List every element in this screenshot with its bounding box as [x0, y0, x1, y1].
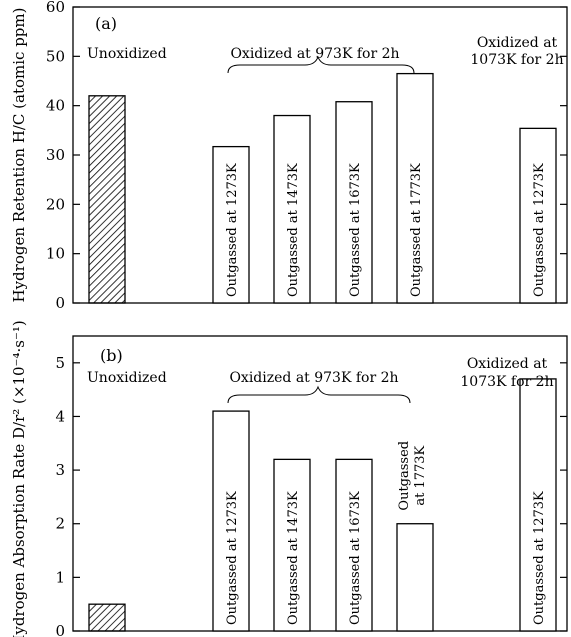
- panel-a-group-1073-label-line1: Oxidized at: [477, 35, 558, 51]
- panel-a-group-973-label: Oxidized at 973K for 2h: [230, 46, 399, 62]
- panel-a-unoxidized-label: Unoxidized: [87, 46, 167, 62]
- panel-a-label: (a): [95, 14, 117, 33]
- panel-b-frame: [72, 335, 568, 632]
- y-tick-label: 30: [46, 146, 65, 164]
- panel-b-group-1073-label-line2: 1073K for 2h: [460, 374, 553, 390]
- bar-label: at 1773K: [413, 445, 428, 505]
- y-tick-label: 0: [55, 622, 65, 637]
- bar-label: Outgassed at 1273K: [532, 491, 547, 625]
- y-tick-label: 3: [55, 461, 65, 479]
- y-tick-label: 0: [55, 294, 65, 312]
- panel-b-y-axis-title: Hydrogen Absorption Rate D/r² (×10⁻⁴·s⁻¹…: [10, 320, 28, 637]
- y-tick-label: 5: [55, 354, 65, 372]
- panel-b-group-1073-label-line1: Oxidized at: [467, 356, 548, 372]
- panel-a-y-ticks: 0 10 20 30 40 50 60: [46, 0, 567, 312]
- bar-label: Outgassed: [397, 441, 412, 511]
- bar-3: [273, 114, 311, 304]
- bar-label: Outgassed at 1673K: [348, 491, 363, 625]
- bar-label: Outgassed at 1273K: [225, 491, 240, 625]
- panel-a-bars: [88, 72, 557, 304]
- bar-label: Outgassed at 1473K: [286, 163, 301, 297]
- panel-b: 0 1 2 3 4 5 Outgassed at 1273K Outgassed at 14…: [10, 320, 568, 637]
- panel-a-bar-labels: Outgassed at 1273K Outgassed at 1473K Outg…: [225, 163, 547, 297]
- panel-a-y-axis-title: Hydrogen Retention H/C (atomic ppm): [10, 8, 28, 303]
- panel-b-label: (b): [100, 346, 123, 365]
- bar-5: [396, 523, 434, 632]
- bar-6: [519, 127, 557, 304]
- y-tick-label: 60: [46, 0, 65, 16]
- panel-a-group-1073-label-line2: 1073K for 2h: [470, 52, 563, 68]
- y-tick-label: 10: [46, 245, 65, 263]
- bar-4: [335, 458, 373, 632]
- y-tick-label: 50: [46, 47, 65, 65]
- bar-5: [396, 72, 434, 304]
- bar-4: [335, 101, 373, 304]
- panel-b-bar-labels: Outgassed at 1273K Outgassed at 1473K Outg…: [225, 441, 547, 625]
- y-tick-label: 4: [55, 407, 65, 425]
- bar-label: Outgassed at 1773K: [409, 163, 424, 297]
- y-tick-label: 1: [55, 568, 65, 586]
- panel-b-y-ticks: 0 1 2 3 4 5: [55, 354, 567, 637]
- bar-label: Outgassed at 1673K: [348, 163, 363, 297]
- panel-a-group-973-brace: [227, 55, 415, 74]
- panel-b-group-973-label: Oxidized at 973K for 2h: [229, 370, 398, 386]
- bar-label: Outgassed at 1473K: [286, 491, 301, 625]
- y-tick-label: 2: [55, 515, 65, 533]
- bar-label: Outgassed at 1273K: [225, 163, 240, 297]
- panel-b-unoxidized-label: Unoxidized: [87, 370, 167, 386]
- bar-6: [519, 378, 557, 632]
- bar-2: [212, 410, 250, 632]
- bar-3: [273, 458, 311, 632]
- bar-2: [212, 145, 250, 304]
- bar-1: [88, 95, 126, 304]
- y-tick-label: 40: [46, 97, 65, 115]
- panel-b-group-973-brace: [227, 385, 411, 404]
- panel-b-bars: [88, 378, 557, 632]
- bar-1: [88, 603, 126, 632]
- bar-label: Outgassed at 1273K: [532, 163, 547, 297]
- y-tick-label: 20: [46, 195, 65, 213]
